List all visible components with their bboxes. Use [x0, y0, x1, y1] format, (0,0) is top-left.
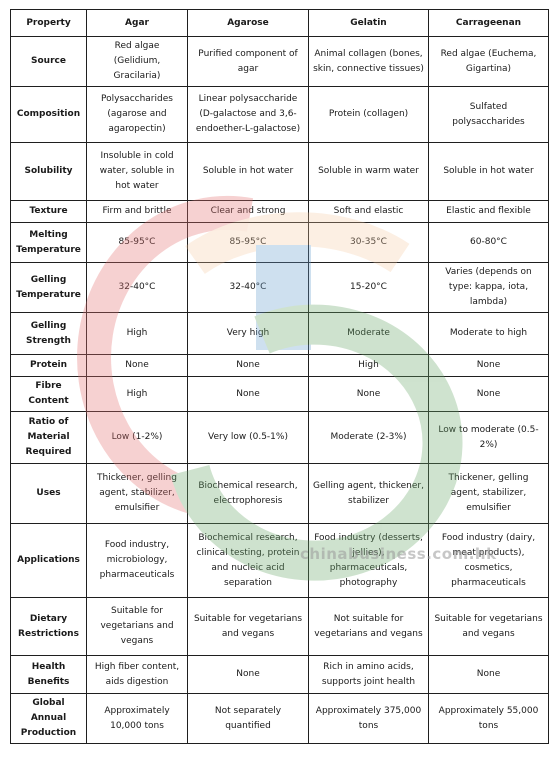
table-cell: 60-80°C [428, 222, 549, 263]
table-cell: 15-20°C [308, 262, 429, 313]
table-cell: None [187, 354, 309, 377]
table-cell: Food industry, microbiology, pharmaceuti… [86, 523, 188, 598]
table-cell: High [308, 354, 429, 377]
table-cell: Elastic and flexible [428, 200, 549, 223]
table-cell: 32-40°C [187, 262, 309, 313]
table-row: Applications Food industry, microbiology,… [10, 523, 549, 598]
table-cell: High [86, 312, 188, 355]
table-row: Protein None None High None [10, 354, 549, 377]
table-cell: Rich in amino acids, supports joint heal… [308, 655, 429, 694]
table-cell: Low (1-2%) [86, 411, 188, 464]
table-cell: None [428, 354, 549, 377]
row-label: Gelling Temperature [10, 262, 87, 313]
table-cell: Red algae (Euchema, Gigartina) [428, 36, 549, 87]
table-row: Health Benefits High fiber content, aids … [10, 655, 549, 694]
row-label: Dietary Restrictions [10, 597, 87, 656]
table-cell: Approximately 375,000 tons [308, 693, 429, 744]
row-label: Melting Temperature [10, 222, 87, 263]
row-label: Uses [10, 463, 87, 524]
row-label: Source [10, 36, 87, 87]
table-row: Uses Thickener, gelling agent, stabilizer… [10, 463, 549, 524]
table-cell: Very low (0.5-1%) [187, 411, 309, 464]
table-cell: None [86, 354, 188, 377]
table-cell: 32-40°C [86, 262, 188, 313]
table-row: Solubility Insoluble in cold water, solub… [10, 142, 549, 201]
table-cell: Biochemical research, clinical testing, … [187, 523, 309, 598]
table-cell: Suitable for vegetarians and vegans [187, 597, 309, 656]
row-label: Health Benefits [10, 655, 87, 694]
table-cell: Soluble in hot water [428, 142, 549, 201]
table-cell: Polysaccharides (agarose and agaropectin… [86, 86, 188, 143]
table-cell: 85-95°C [187, 222, 309, 263]
header-gelatin: Gelatin [308, 9, 429, 37]
table-cell: Insoluble in cold water, soluble in hot … [86, 142, 188, 201]
table-cell: Purified component of agar [187, 36, 309, 87]
table-cell: None [428, 655, 549, 694]
table-row: Dietary Restrictions Suitable for vegetar… [10, 597, 549, 656]
table-cell: Soluble in hot water [187, 142, 309, 201]
row-label: Applications [10, 523, 87, 598]
table-cell: None [428, 376, 549, 412]
row-label: Composition [10, 86, 87, 143]
header-property: Property [10, 9, 87, 37]
table-cell: Approximately 55,000 tons [428, 693, 549, 744]
table-cell: Not suitable for vegetarians and vegans [308, 597, 429, 656]
table-cell: Food industry (desserts, jellies), pharm… [308, 523, 429, 598]
table-cell: 85-95°C [86, 222, 188, 263]
row-label: Solubility [10, 142, 87, 201]
table-cell: Moderate (2-3%) [308, 411, 429, 464]
table-cell: High [86, 376, 188, 412]
table-cell: Clear and strong [187, 200, 309, 223]
table-cell: Gelling agent, thickener, stabilizer [308, 463, 429, 524]
table-cell: Low to moderate (0.5-2%) [428, 411, 549, 464]
table-row: Gelling Temperature 32-40°C 32-40°C 15-20°C… [10, 262, 549, 313]
table-cell: Not separately quantified [187, 693, 309, 744]
table-row: Gelling Strength High Very high Moderate Mod… [10, 312, 549, 355]
table-body: Source Red algae (Gelidium, Gracilaria) Pu… [10, 36, 549, 744]
table-cell: 30-35°C [308, 222, 429, 263]
table-row: Composition Polysaccharides (agarose and … [10, 86, 549, 143]
comparison-table: Property Agar Agarose Gelatin Carrageena… [10, 9, 549, 744]
table-cell: High fiber content, aids digestion [86, 655, 188, 694]
table-cell: Protein (collagen) [308, 86, 429, 143]
header-row: Property Agar Agarose Gelatin Carrageena… [10, 9, 549, 37]
table-cell: Very high [187, 312, 309, 355]
table-cell: Thickener, gelling agent, stabilizer, em… [428, 463, 549, 524]
table-cell: Animal collagen (bones, skin, connective… [308, 36, 429, 87]
comparison-table-container: Property Agar Agarose Gelatin Carrageena… [10, 9, 549, 744]
row-label: Texture [10, 200, 87, 223]
row-label: Global Annual Production [10, 693, 87, 744]
table-row: Ratio of Material Required Low (1-2%) Very… [10, 411, 549, 464]
table-cell: Linear polysaccharide (D-galactose and 3… [187, 86, 309, 143]
table-cell: Red algae (Gelidium, Gracilaria) [86, 36, 188, 87]
table-cell: Soft and elastic [308, 200, 429, 223]
table-row: Fibre Content High None None None [10, 376, 549, 412]
header-agar: Agar [86, 9, 188, 37]
table-row: Source Red algae (Gelidium, Gracilaria) Pu… [10, 36, 549, 87]
table-cell: Thickener, gelling agent, stabilizer, em… [86, 463, 188, 524]
table-cell: Moderate to high [428, 312, 549, 355]
table-cell: Food industry (dairy, meat products), co… [428, 523, 549, 598]
table-row: Melting Temperature 85-95°C 85-95°C 30-35°C… [10, 222, 549, 263]
row-label: Ratio of Material Required [10, 411, 87, 464]
table-cell: Biochemical research, electrophoresis [187, 463, 309, 524]
table-row: Texture Firm and brittle Clear and strong S… [10, 200, 549, 223]
table-cell: Moderate [308, 312, 429, 355]
table-cell: Approximately 10,000 tons [86, 693, 188, 744]
table-cell: None [187, 376, 309, 412]
table-cell: Suitable for vegetarians and vegans [86, 597, 188, 656]
table-cell: Suitable for vegetarians and vegans [428, 597, 549, 656]
header-agarose: Agarose [187, 9, 309, 37]
table-cell: None [308, 376, 429, 412]
row-label: Fibre Content [10, 376, 87, 412]
header-carrageenan: Carrageenan [428, 9, 549, 37]
table-cell: Sulfated polysaccharides [428, 86, 549, 143]
table-cell: Varies (depends on type: kappa, iota, la… [428, 262, 549, 313]
table-cell: Soluble in warm water [308, 142, 429, 201]
table-row: Global Annual Production Approximately 10… [10, 693, 549, 744]
table-cell: Firm and brittle [86, 200, 188, 223]
table-cell: None [187, 655, 309, 694]
row-label: Gelling Strength [10, 312, 87, 355]
row-label: Protein [10, 354, 87, 377]
